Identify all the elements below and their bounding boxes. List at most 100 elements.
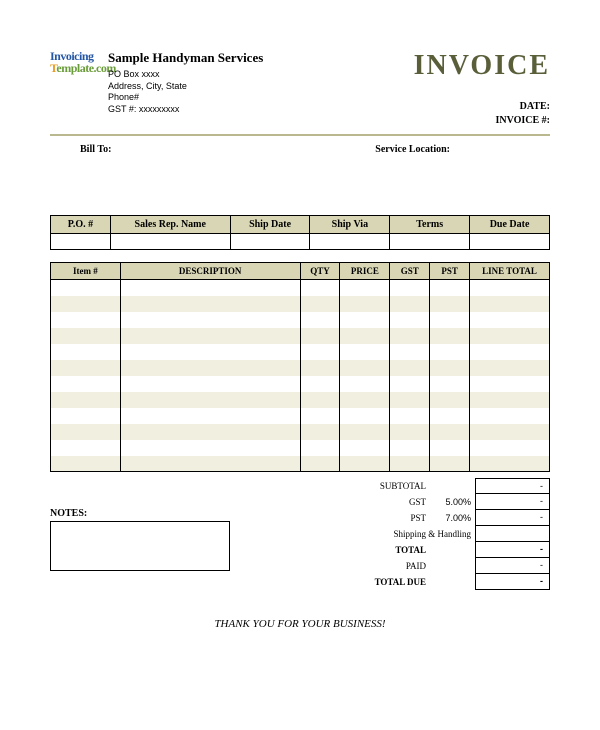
line-cell[interactable] [430, 280, 470, 296]
line-cell[interactable] [470, 344, 550, 360]
line-cell[interactable] [390, 440, 430, 456]
order-cell[interactable] [110, 234, 230, 250]
line-cell[interactable] [430, 456, 470, 472]
line-cell[interactable] [390, 344, 430, 360]
line-cell[interactable] [340, 344, 390, 360]
line-cell[interactable] [51, 376, 121, 392]
line-cell[interactable] [340, 280, 390, 296]
line-cell[interactable] [390, 424, 430, 440]
line-cell[interactable] [340, 376, 390, 392]
line-cell[interactable] [340, 328, 390, 344]
line-cell[interactable] [430, 344, 470, 360]
header-left: Invoicing Template.com Sample Handyman S… [50, 50, 263, 128]
line-cell[interactable] [120, 296, 300, 312]
line-cell[interactable] [470, 376, 550, 392]
line-cell[interactable] [390, 328, 430, 344]
line-cell[interactable] [51, 280, 121, 296]
line-cell[interactable] [340, 440, 390, 456]
line-cell[interactable] [120, 424, 300, 440]
line-cell[interactable] [470, 296, 550, 312]
line-cell[interactable] [470, 408, 550, 424]
line-cell[interactable] [340, 296, 390, 312]
line-cell[interactable] [470, 312, 550, 328]
line-cell[interactable] [120, 328, 300, 344]
line-cell[interactable] [51, 296, 121, 312]
line-cell[interactable] [430, 424, 470, 440]
line-cell[interactable] [120, 360, 300, 376]
line-cell[interactable] [51, 424, 121, 440]
line-cell[interactable] [340, 312, 390, 328]
line-cell[interactable] [51, 408, 121, 424]
line-cell[interactable] [51, 456, 121, 472]
line-cell[interactable] [390, 280, 430, 296]
line-cell[interactable] [300, 376, 340, 392]
line-cell[interactable] [430, 408, 470, 424]
line-cell[interactable] [51, 328, 121, 344]
line-cell[interactable] [120, 344, 300, 360]
line-cell[interactable] [300, 408, 340, 424]
line-cell[interactable] [390, 392, 430, 408]
line-cell[interactable] [430, 296, 470, 312]
line-cell[interactable] [300, 440, 340, 456]
line-cell[interactable] [430, 392, 470, 408]
line-cell[interactable] [390, 360, 430, 376]
line-cell[interactable] [470, 280, 550, 296]
line-cell[interactable] [300, 344, 340, 360]
line-cell[interactable] [120, 280, 300, 296]
line-cell[interactable] [51, 344, 121, 360]
order-cell[interactable] [390, 234, 470, 250]
line-cell[interactable] [300, 456, 340, 472]
header: Invoicing Template.com Sample Handyman S… [50, 50, 550, 128]
line-cell[interactable] [390, 376, 430, 392]
line-cell[interactable] [390, 312, 430, 328]
line-cell[interactable] [300, 392, 340, 408]
line-cell[interactable] [430, 312, 470, 328]
line-cell[interactable] [340, 408, 390, 424]
line-cell[interactable] [51, 440, 121, 456]
line-cell[interactable] [470, 440, 550, 456]
line-cell[interactable] [430, 376, 470, 392]
line-cell[interactable] [120, 392, 300, 408]
line-row [51, 424, 550, 440]
line-cell[interactable] [470, 392, 550, 408]
line-cell[interactable] [120, 408, 300, 424]
line-row [51, 360, 550, 376]
line-cell[interactable] [340, 424, 390, 440]
line-cell[interactable] [300, 296, 340, 312]
line-cell[interactable] [390, 408, 430, 424]
line-cell[interactable] [470, 424, 550, 440]
order-cell[interactable] [230, 234, 310, 250]
line-cell[interactable] [390, 456, 430, 472]
order-cell[interactable] [470, 234, 550, 250]
line-cell[interactable] [470, 456, 550, 472]
line-cell[interactable] [51, 392, 121, 408]
totals-row: Shipping & Handling [350, 526, 550, 542]
line-cell[interactable] [300, 312, 340, 328]
line-cell[interactable] [470, 360, 550, 376]
line-cell[interactable] [430, 440, 470, 456]
invno-label: INVOICE #: [414, 114, 550, 128]
line-cell[interactable] [120, 440, 300, 456]
line-cell[interactable] [300, 360, 340, 376]
line-cell[interactable] [470, 328, 550, 344]
order-cell[interactable] [51, 234, 111, 250]
line-cell[interactable] [120, 456, 300, 472]
line-cell[interactable] [300, 328, 340, 344]
line-cell[interactable] [430, 328, 470, 344]
line-cell[interactable] [340, 392, 390, 408]
line-cell[interactable] [430, 360, 470, 376]
line-cell[interactable] [340, 360, 390, 376]
line-cell[interactable] [120, 376, 300, 392]
line-cell[interactable] [51, 360, 121, 376]
line-cell[interactable] [300, 424, 340, 440]
line-cell[interactable] [300, 280, 340, 296]
line-cell[interactable] [340, 456, 390, 472]
totals-label: GST [350, 497, 430, 507]
notes-box[interactable] [50, 521, 230, 571]
line-cell[interactable] [120, 312, 300, 328]
line-cell[interactable] [51, 312, 121, 328]
order-cell[interactable] [310, 234, 390, 250]
address-row: Bill To: Service Location: [50, 144, 550, 155]
totals-value: - [475, 542, 550, 558]
line-cell[interactable] [390, 296, 430, 312]
